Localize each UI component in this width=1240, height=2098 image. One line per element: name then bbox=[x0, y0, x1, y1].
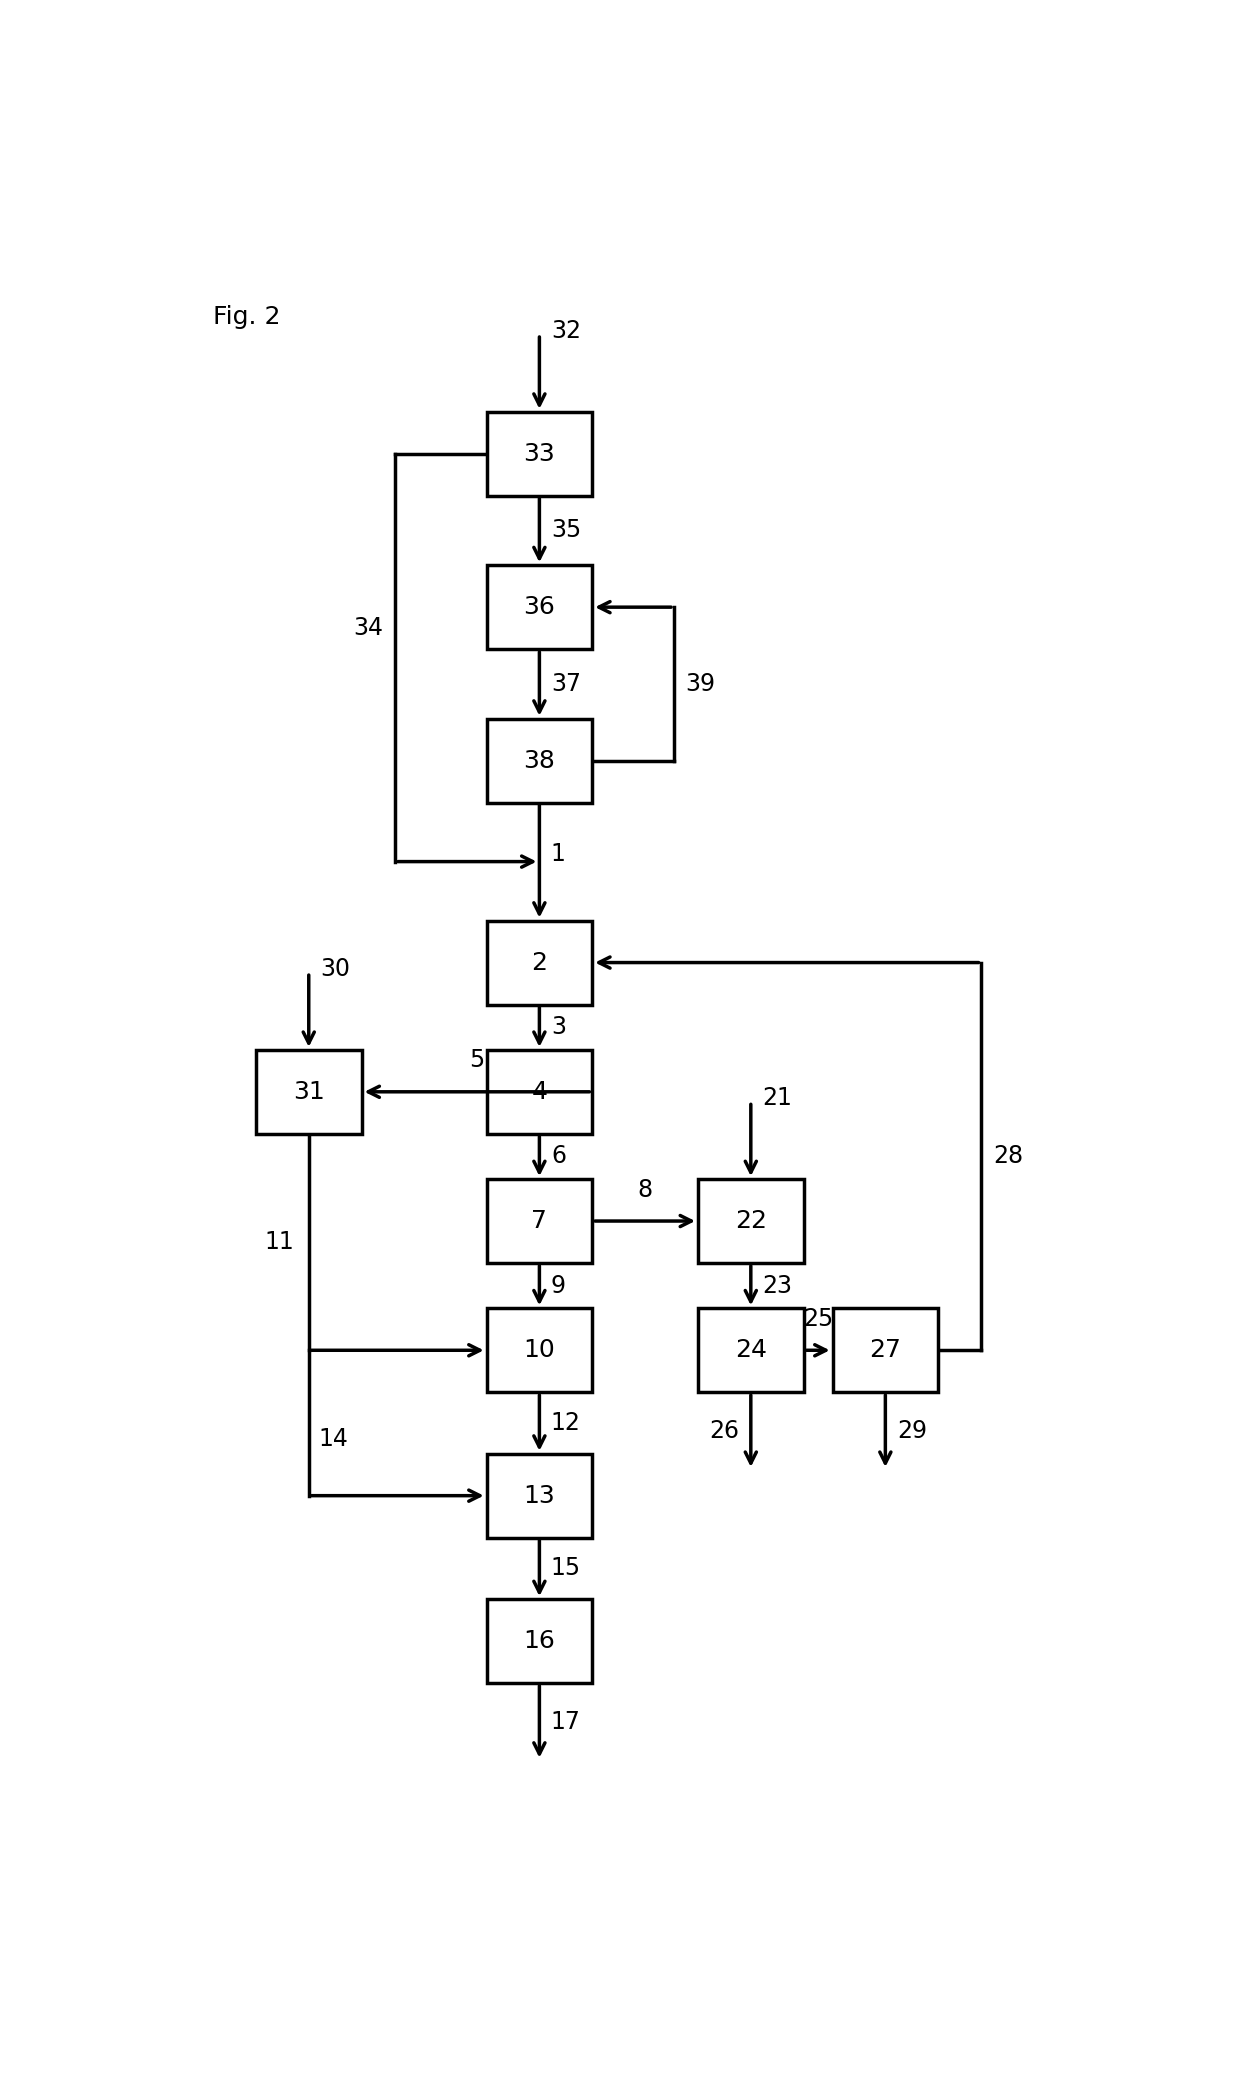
Bar bbox=[486, 1454, 593, 1538]
Text: 1: 1 bbox=[551, 841, 565, 866]
Text: 28: 28 bbox=[993, 1143, 1023, 1169]
Bar bbox=[486, 720, 593, 804]
Text: 7: 7 bbox=[532, 1208, 547, 1234]
Text: 10: 10 bbox=[523, 1339, 556, 1362]
Text: 25: 25 bbox=[804, 1307, 833, 1330]
Text: 11: 11 bbox=[264, 1229, 294, 1255]
Bar bbox=[486, 411, 593, 495]
Bar bbox=[486, 1179, 593, 1263]
Text: 17: 17 bbox=[551, 1710, 580, 1733]
Text: 30: 30 bbox=[320, 957, 350, 982]
Bar bbox=[486, 564, 593, 648]
Text: 38: 38 bbox=[523, 749, 556, 772]
Bar bbox=[486, 1599, 593, 1683]
Bar bbox=[486, 1309, 593, 1393]
Text: 12: 12 bbox=[551, 1412, 580, 1435]
Text: 36: 36 bbox=[523, 596, 556, 619]
Text: 27: 27 bbox=[869, 1339, 901, 1362]
Text: 2: 2 bbox=[532, 950, 547, 976]
Text: 37: 37 bbox=[551, 671, 580, 697]
Bar bbox=[698, 1179, 804, 1263]
Text: 8: 8 bbox=[637, 1177, 652, 1202]
Text: 24: 24 bbox=[735, 1339, 766, 1362]
Text: 32: 32 bbox=[551, 319, 580, 342]
Text: 14: 14 bbox=[319, 1427, 348, 1452]
Text: Fig. 2: Fig. 2 bbox=[213, 304, 280, 329]
Text: 31: 31 bbox=[293, 1080, 325, 1104]
Text: 21: 21 bbox=[763, 1087, 792, 1110]
Text: 26: 26 bbox=[709, 1418, 739, 1443]
Bar bbox=[832, 1309, 939, 1393]
Text: 5: 5 bbox=[469, 1049, 485, 1072]
Text: 35: 35 bbox=[551, 518, 582, 543]
Text: 34: 34 bbox=[353, 617, 383, 640]
Bar bbox=[255, 1049, 362, 1133]
Text: 29: 29 bbox=[897, 1418, 926, 1443]
Text: 39: 39 bbox=[686, 671, 715, 697]
Text: 23: 23 bbox=[763, 1273, 792, 1299]
Text: 4: 4 bbox=[532, 1080, 547, 1104]
Bar bbox=[486, 1049, 593, 1133]
Text: 22: 22 bbox=[735, 1208, 766, 1234]
Bar bbox=[698, 1309, 804, 1393]
Text: 16: 16 bbox=[523, 1628, 556, 1653]
Bar bbox=[486, 921, 593, 1005]
Text: 6: 6 bbox=[551, 1143, 565, 1169]
Text: 33: 33 bbox=[523, 443, 556, 466]
Text: 9: 9 bbox=[551, 1273, 565, 1299]
Text: 13: 13 bbox=[523, 1483, 556, 1508]
Text: 3: 3 bbox=[551, 1015, 565, 1039]
Text: 15: 15 bbox=[551, 1557, 582, 1580]
